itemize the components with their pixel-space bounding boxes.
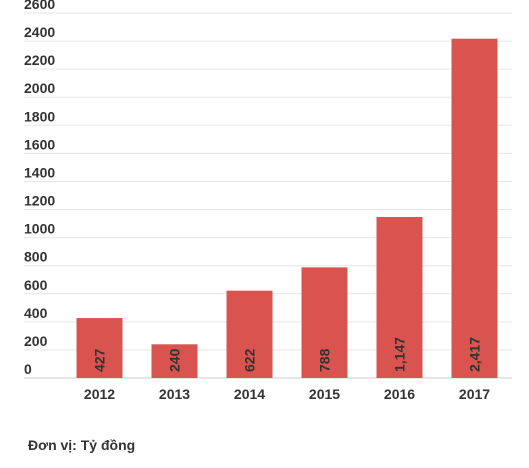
y-tick-label: 400 [24,305,48,321]
data-label-2017: 2,417 [467,337,483,372]
data-label-2013: 240 [167,348,183,372]
y-tick-label: 2400 [24,24,55,40]
y-axis-ticks: 0 200 400 600 800 1000 1200 1400 1600 1800 2000 220… [24,0,55,377]
data-label-2015: 788 [317,348,333,372]
bars [76,38,498,379]
data-label-2016: 1,147 [392,337,408,372]
bar-2015 [301,267,348,378]
y-tick-label: 2200 [24,52,55,68]
x-tick-label: 2013 [159,386,190,402]
y-tick-label: 1400 [24,164,55,180]
y-tick-label: 800 [24,249,48,265]
bar-2016 [376,216,423,378]
y-tick-label: 1600 [24,136,55,152]
bar-2013 [151,344,198,378]
y-tick-label: 2600 [24,0,55,12]
data-label-2012: 427 [92,348,108,372]
bar-2014 [226,290,273,378]
y-tick-label: 0 [24,361,32,377]
bar-2012 [76,318,123,378]
y-tick-label: 1000 [24,221,55,237]
x-tick-label: 2012 [84,386,115,402]
x-tick-label: 2015 [309,386,340,402]
unit-note: Đơn vị: Tỷ đồng [28,437,136,453]
x-axis-ticks: 2012 2013 2014 2015 2016 2017 [84,386,490,402]
y-tick-label: 2000 [24,80,55,96]
bar-2017 [451,38,498,379]
y-tick-label: 1800 [24,108,55,124]
grid-lines [24,12,512,379]
x-tick-label: 2016 [384,386,415,402]
bar-chart: 0 200 400 600 800 1000 1200 1400 1600 1800 2000 220… [24,0,512,402]
data-label-2014: 622 [242,348,258,372]
y-tick-label: 200 [24,333,48,349]
y-tick-label: 1200 [24,193,55,209]
x-tick-label: 2014 [234,386,265,402]
y-tick-label: 600 [24,277,48,293]
x-tick-label: 2017 [459,386,490,402]
data-labels: 427 240 622 788 1,147 2,417 [92,337,483,372]
